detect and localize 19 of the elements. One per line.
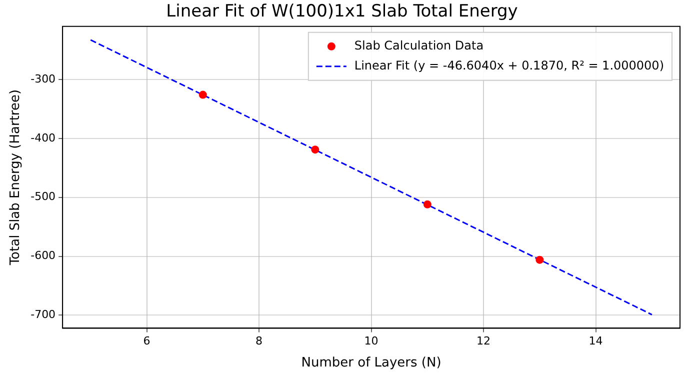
x-tick-label: 6 — [143, 334, 150, 348]
point — [311, 146, 320, 154]
x-axis-title: Number of Layers (N) — [301, 356, 442, 371]
x-tick-label: 8 — [256, 334, 263, 348]
y-axis-title: Total Slab Energy (Hartree) — [8, 89, 24, 266]
legend-label: Linear Fit (y = -46.6040x + 0.1870, R² = 1.000000) — [354, 58, 664, 73]
y-tick-label: -700 — [30, 308, 56, 322]
point — [536, 256, 544, 264]
y-tick-label: -300 — [30, 72, 56, 86]
x-tick-label: 14 — [588, 334, 603, 348]
chart-title: Linear Fit of W(100)1x1 Slab Total Energy — [166, 2, 518, 22]
point — [423, 200, 432, 208]
legend-label: Slab Calculation Data — [354, 38, 484, 53]
point — [198, 90, 207, 99]
x-tick-label: 12 — [476, 334, 491, 348]
x-tick-label: 10 — [364, 334, 378, 348]
y-tick-label: -500 — [30, 190, 56, 204]
y-tick-label: -400 — [30, 131, 56, 144]
y-tick-label: -600 — [30, 249, 56, 262]
